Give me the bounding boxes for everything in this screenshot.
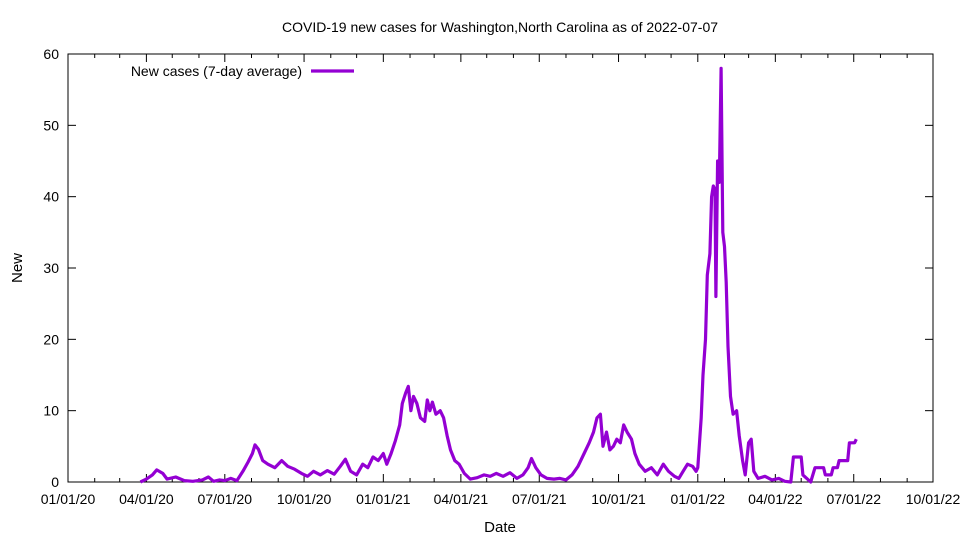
x-tick-label: 04/01/22 xyxy=(748,491,803,507)
series-line-new-cases xyxy=(139,66,858,484)
axis-ticks xyxy=(68,54,933,482)
chart-title: COVID-19 new cases for Washington,North … xyxy=(282,19,718,35)
x-tick-label: 04/01/21 xyxy=(434,491,489,507)
x-tick-label: 10/01/20 xyxy=(277,491,332,507)
x-axis-label: Date xyxy=(484,519,516,536)
x-tick-label: 07/01/22 xyxy=(826,491,881,507)
x-tick-label: 01/01/21 xyxy=(356,491,411,507)
y-tick-label: 40 xyxy=(43,189,59,205)
y-tick-label: 0 xyxy=(51,474,59,490)
x-tick-label: 10/01/22 xyxy=(906,491,960,507)
x-tick-label: 10/01/21 xyxy=(591,491,646,507)
x-tick-label: 07/01/21 xyxy=(512,491,567,507)
tick-labels: 0 10 20 30 40 50 60 01/01/20 04/01/20 07/01/20 10/… xyxy=(41,46,960,507)
y-tick-label: 20 xyxy=(43,331,59,347)
legend-label: New cases (7-day average) xyxy=(131,63,302,79)
y-tick-label: 10 xyxy=(43,403,59,419)
y-tick-label: 50 xyxy=(43,117,59,133)
y-tick-label: 30 xyxy=(43,260,59,276)
y-tick-label: 60 xyxy=(43,46,59,62)
legend: New cases (7-day average) xyxy=(131,63,354,79)
plot-frame xyxy=(67,53,934,483)
x-tick-label: 01/01/22 xyxy=(671,491,726,507)
y-axis-label: New xyxy=(9,253,26,283)
x-tick-label: 04/01/20 xyxy=(119,491,174,507)
x-tick-label: 01/01/20 xyxy=(41,491,96,507)
x-tick-label: 07/01/20 xyxy=(198,491,253,507)
